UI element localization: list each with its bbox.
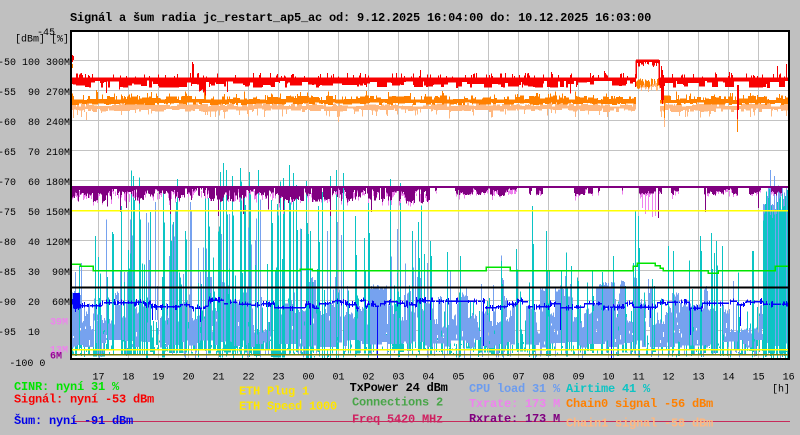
- svg-text:-100 0: -100 0: [9, 359, 45, 370]
- svg-text:-85 30 90M: -85 30 90M: [0, 268, 70, 279]
- svg-text:-90 20 60M: -90 20 60M: [0, 298, 70, 309]
- svg-text:Txrate: 173 M: Txrate: 173 M: [469, 397, 560, 411]
- svg-text:-70 60 180M: -70 60 180M: [0, 178, 70, 189]
- svg-text:-75 50 150M: -75 50 150M: [0, 208, 70, 219]
- svg-text:-45: -45: [37, 28, 55, 39]
- svg-text:-50 100 300M: -50 100 300M: [0, 58, 70, 69]
- svg-text:6M: 6M: [50, 351, 62, 362]
- svg-text:17 18 19 20 21 22: 17 18 19 20 21 22 23 00 01 02 03 04 05 0…: [93, 373, 795, 384]
- svg-text:TxPower 24 dBm: TxPower 24 dBm: [350, 381, 448, 395]
- svg-text:-65 70 210M: -65 70 210M: [0, 148, 70, 159]
- svg-text:Airtime 41 %: Airtime 41 %: [566, 382, 651, 396]
- svg-text:-80 40 120M: -80 40 120M: [0, 238, 70, 249]
- svg-text:[h]: [h]: [772, 384, 790, 396]
- svg-text:Connections 2: Connections 2: [352, 396, 443, 410]
- svg-text:Chain0 signal -56 dBm: Chain0 signal -56 dBm: [566, 397, 713, 411]
- svg-text:Signál a šum radia jc_restart_: Signál a šum radia jc_restart_ap5_ac od:…: [70, 11, 651, 25]
- svg-text:Freq 5420 MHz: Freq 5420 MHz: [352, 413, 443, 427]
- svg-text:[dBm] [%]: [dBm] [%]: [15, 34, 69, 46]
- svg-text:-95 10: -95 10: [0, 328, 40, 339]
- svg-text:CINR: nyní 31 %: CINR: nyní 31 %: [14, 380, 120, 394]
- svg-text:Šum: nyní -91 dBm: Šum: nyní -91 dBm: [14, 413, 133, 428]
- svg-text:ETH Speed 1000: ETH Speed 1000: [239, 400, 337, 414]
- svg-text:Signál: nyní -53 dBm: Signál: nyní -53 dBm: [14, 393, 154, 407]
- svg-text:-55 90 270M: -55 90 270M: [0, 88, 70, 99]
- svg-text:39M: 39M: [50, 318, 68, 329]
- svg-text:Chain1 signal -58 dBm: Chain1 signal -58 dBm: [566, 417, 713, 431]
- svg-text:Rxrate: 173 M: Rxrate: 173 M: [469, 412, 560, 426]
- svg-text:-60 80 240M: -60 80 240M: [0, 118, 70, 129]
- svg-text:CPU load 31 %: CPU load 31 %: [469, 382, 561, 396]
- svg-text:ETH Plug 1: ETH Plug 1: [239, 385, 309, 399]
- svg-text:13M: 13M: [50, 346, 68, 357]
